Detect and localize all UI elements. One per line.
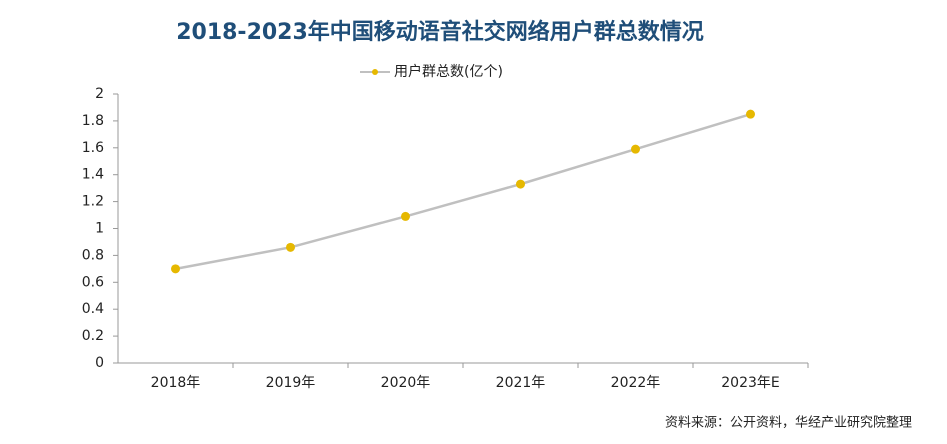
legend-marker [372,69,378,75]
point [631,144,640,154]
chart-title: 2018-2023年中国移动语音社交网络用户群总数情况 [176,19,704,45]
y-tick-label: 1.2 [82,194,104,210]
x-tick-label: 2021年 [496,375,546,391]
y-tick-label: 1.4 [82,167,104,183]
y-tick-label: 1 [95,221,104,237]
point [286,242,295,252]
y-tick-label: 0.6 [82,274,104,290]
y-tick-label: 1.6 [82,140,104,156]
x-tick-label: 2019年 [266,375,316,391]
point [746,109,755,119]
point [516,179,525,189]
y-tick-label: 2 [95,86,104,102]
x-tick-label: 2018年 [151,375,201,391]
point [171,264,180,274]
x-tick-label: 2023年E [721,375,779,391]
y-tick-label: 1.8 [82,113,104,129]
y-tick-label: 0.4 [82,301,104,317]
legend-label: 用户群总数(亿个) [394,63,503,80]
x-tick-label: 2020年 [381,375,431,391]
y-tick-label: 0.8 [82,247,104,263]
point [401,211,410,221]
x-tick-label: 2022年 [611,375,661,391]
source-note: 资料来源：公开资料，华经产业研究院整理 [665,416,912,431]
series-line [175,112,751,271]
y-tick-label: 0 [95,355,104,371]
y-tick-label: 0.2 [82,328,104,344]
